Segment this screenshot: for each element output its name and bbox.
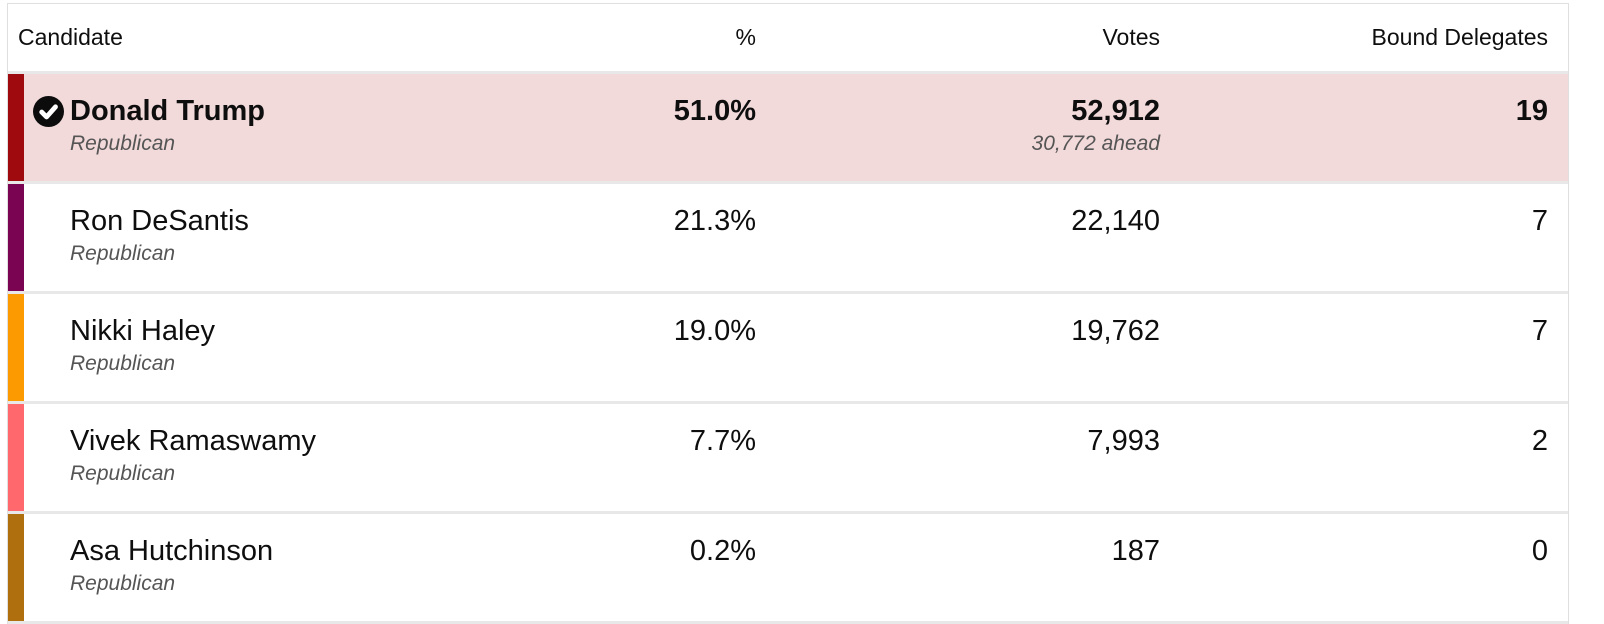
votes-value: 7,993	[1087, 425, 1160, 457]
party-color-bar	[8, 404, 24, 511]
votes-cell: 187	[756, 514, 1160, 621]
column-header-bound-delegates: Bound Delegates	[1371, 24, 1548, 50]
delegates-value: 0	[1531, 535, 1548, 567]
candidate-party: Republican	[70, 242, 176, 265]
delegates-value: 2	[1531, 425, 1548, 457]
party-color-bar	[8, 514, 24, 621]
column-header-votes: Votes	[1102, 24, 1160, 50]
candidate-row: Donald Trump Republican 51.0% 52,912 30,…	[8, 71, 1568, 181]
percent-cell: 21.3%	[566, 184, 756, 291]
delegates-value: 7	[1531, 315, 1548, 347]
votes-cell: 52,912 30,772 ahead	[756, 74, 1160, 181]
votes-value: 187	[1111, 535, 1160, 567]
candidate-cell: Asa Hutchinson Republican	[8, 514, 566, 621]
candidate-row: Vivek Ramaswamy Republican 7.7% 7,993 2	[8, 401, 1568, 511]
delegates-cell: 19	[1160, 74, 1548, 181]
candidate-cell: Ron DeSantis Republican	[8, 184, 566, 291]
percent-value: 21.3%	[673, 205, 756, 237]
delegates-cell: 0	[1160, 514, 1548, 621]
delegates-cell: 2	[1160, 404, 1548, 511]
candidate-cell: Vivek Ramaswamy Republican	[8, 404, 566, 511]
candidate-row: Nikki Haley Republican 19.0% 19,762 7	[8, 291, 1568, 401]
candidate-party: Republican	[70, 572, 176, 595]
column-header-candidate: Candidate	[18, 24, 123, 50]
candidate-party: Republican	[70, 462, 176, 485]
column-header-percent: %	[735, 24, 756, 50]
candidate-name: Donald Trump	[70, 95, 265, 127]
percent-value: 7.7%	[689, 425, 756, 457]
results-table-header: Candidate % Votes Bound Delegates	[8, 4, 1568, 71]
votes-value: 52,912	[1071, 95, 1160, 127]
votes-margin-note: 30,772 ahead	[1031, 132, 1160, 155]
candidate-cell: Nikki Haley Republican	[8, 294, 566, 401]
votes-cell: 19,762	[756, 294, 1160, 401]
votes-cell: 7,993	[756, 404, 1160, 511]
delegates-cell: 7	[1160, 294, 1548, 401]
candidate-name: Ron DeSantis	[70, 205, 249, 237]
candidate-cell: Donald Trump Republican	[8, 74, 566, 181]
winner-check-icon	[33, 96, 64, 127]
candidate-name: Nikki Haley	[70, 315, 216, 347]
votes-value: 22,140	[1071, 205, 1160, 237]
candidate-name: Vivek Ramaswamy	[70, 425, 317, 457]
percent-value: 51.0%	[673, 95, 756, 127]
delegates-cell: 7	[1160, 184, 1548, 291]
candidate-row: Asa Hutchinson Republican 0.2% 187 0	[8, 511, 1568, 621]
percent-cell: 7.7%	[566, 404, 756, 511]
percent-value: 0.2%	[689, 535, 756, 567]
votes-value: 19,762	[1071, 315, 1160, 347]
delegates-value: 19	[1515, 95, 1548, 127]
party-color-bar	[8, 74, 24, 181]
percent-value: 19.0%	[673, 315, 756, 347]
party-color-bar	[8, 184, 24, 291]
votes-cell: 22,140	[756, 184, 1160, 291]
candidate-row: Ron DeSantis Republican 21.3% 22,140 7	[8, 181, 1568, 291]
candidate-party: Republican	[70, 132, 176, 155]
percent-cell: 19.0%	[566, 294, 756, 401]
results-table-body: Donald Trump Republican 51.0% 52,912 30,…	[8, 71, 1568, 624]
delegates-value: 7	[1531, 205, 1548, 237]
percent-cell: 0.2%	[566, 514, 756, 621]
candidate-party: Republican	[70, 352, 176, 375]
percent-cell: 51.0%	[566, 74, 756, 181]
candidate-name: Asa Hutchinson	[70, 535, 274, 567]
election-results-table: Candidate % Votes Bound Delegates Donald…	[7, 3, 1569, 624]
party-color-bar	[8, 294, 24, 401]
